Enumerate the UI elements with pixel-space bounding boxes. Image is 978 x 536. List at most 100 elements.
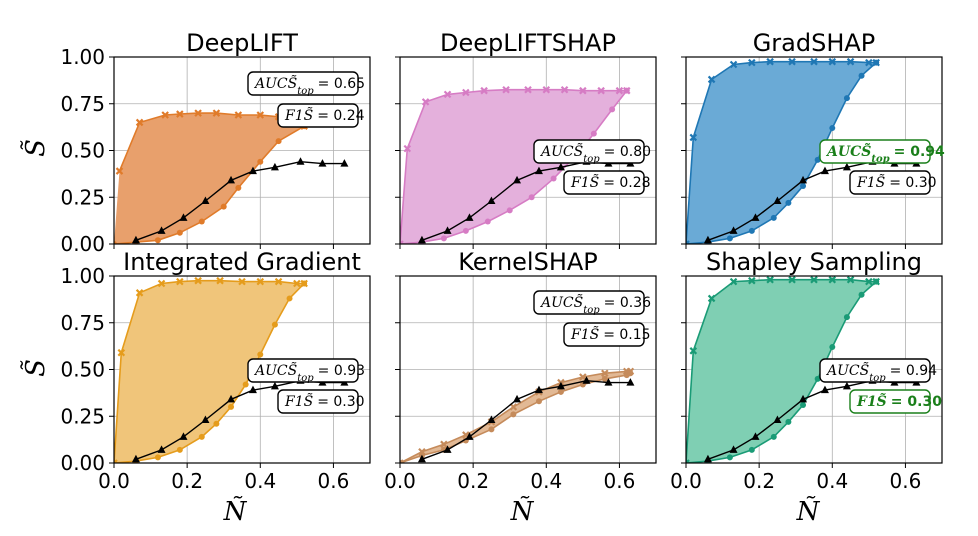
reference-point — [799, 175, 808, 184]
x-axis-label-col3: Ñ — [796, 495, 821, 527]
auc-metric-value: = 0.80 — [604, 144, 651, 160]
auc-metric-value: = 0.36 — [604, 295, 651, 311]
series-line-upper — [114, 279, 305, 463]
auc-metric-label: AUCS̃ — [539, 142, 583, 160]
f1-metric-value: = 0.24 — [317, 108, 364, 124]
reference-point — [465, 213, 474, 221]
auc-annotation-frame — [247, 358, 359, 383]
reference-point — [773, 196, 782, 204]
point-upper — [748, 58, 756, 67]
point-upper — [865, 58, 873, 67]
point-upper — [480, 86, 488, 95]
auc-metric-subscript: top — [871, 154, 889, 165]
point-upper — [502, 85, 510, 94]
point-upper — [293, 279, 301, 288]
point-lower — [242, 381, 249, 388]
point-upper — [509, 403, 518, 411]
series-line-upper — [686, 60, 877, 244]
point-upper — [846, 57, 855, 66]
point-lower — [873, 59, 880, 66]
panel-title: GradSHAP — [753, 29, 876, 57]
plot-body — [686, 276, 921, 463]
reference-point — [556, 381, 565, 390]
point-lower — [843, 95, 850, 102]
point-upper — [256, 111, 265, 119]
f1-metric-value: = 0.30 — [317, 394, 364, 410]
point-lower — [800, 402, 807, 409]
f1-annotation-frame — [849, 170, 931, 195]
reference-point — [534, 166, 543, 175]
point-lower — [154, 454, 161, 461]
y-tick-label: 0.50 — [60, 139, 105, 163]
reference-point — [179, 213, 188, 221]
reference-point — [157, 226, 166, 234]
point-lower — [623, 87, 630, 94]
point-lower — [176, 229, 183, 236]
panel-2: DeepLIFTSHAP AUCS̃top = 0.80 F1S̃ = 0.28 — [395, 29, 657, 249]
panel-4: 0.00 0.25 0.50 0.75 1.00 0.0 0.2 0.4 0.6 Integrat… — [60, 248, 371, 493]
point-lower — [114, 460, 117, 463]
point-upper — [828, 276, 837, 284]
panel-title: Integrated Gradient — [123, 248, 361, 276]
point-upper — [615, 86, 624, 95]
point-lower — [873, 278, 880, 285]
auc-annotation-frame — [247, 71, 359, 96]
y-tick-label: 0.25 — [60, 185, 105, 209]
f1-metric-label: F1S̃ — [856, 392, 887, 410]
point-upper — [462, 88, 470, 97]
series-line-upper — [400, 88, 627, 244]
point-lower — [726, 454, 733, 461]
auc-annotation-text: AUCS̃top = 0.94 — [825, 142, 945, 164]
f1-annotation-text: F1S̃ = 0.28 — [570, 173, 651, 191]
f1-metric-label: F1S̃ — [284, 392, 313, 410]
panel-title: DeepLIFTSHAP — [440, 29, 616, 57]
auc-annotation: AUCS̃top = 0.93 — [247, 358, 365, 384]
point-upper — [443, 90, 452, 99]
reference-point — [820, 166, 829, 175]
y-axis-label-bottom: S̃ — [20, 359, 51, 377]
panel-3: GradSHAP AUCS̃top = 0.94 F1S̃ = 0.30 — [681, 29, 945, 249]
auc-annotation-text: AUCS̃top = 0.65 — [253, 74, 365, 96]
point-lower — [176, 446, 183, 453]
f1-annotation: F1S̃ = 0.15 — [563, 322, 651, 347]
point-lower — [590, 130, 597, 137]
y-tick-label: 1.00 — [60, 45, 105, 69]
auc-annotation-frame — [819, 358, 931, 383]
point-upper — [689, 133, 698, 142]
point-upper — [707, 75, 716, 84]
point-lower — [400, 460, 403, 463]
x-axis-label-col1: Ñ — [223, 495, 248, 527]
reference-point — [799, 394, 808, 403]
point-lower — [843, 314, 850, 321]
point-lower — [609, 106, 616, 113]
area-band — [114, 113, 305, 244]
f1-metric-label: F1S̃ — [856, 173, 885, 191]
series-line-lower — [400, 90, 628, 244]
auc-metric-label: AUCS̃ — [253, 361, 297, 379]
point-upper — [865, 277, 873, 286]
area-band — [400, 371, 631, 463]
y-tick-label: 1.00 — [60, 264, 105, 288]
f1-annotation: F1S̃ = 0.30 — [849, 389, 942, 414]
x-tick-label: 0.0 — [670, 469, 702, 493]
area-band — [114, 280, 305, 463]
auc-metric-label: AUCS̃ — [539, 293, 583, 311]
point-lower — [858, 291, 865, 298]
reference-point — [443, 445, 452, 453]
f1-annotation-frame — [563, 322, 645, 347]
reference-point — [248, 385, 257, 394]
point-lower — [601, 375, 608, 382]
reference-point — [201, 415, 210, 423]
f1-annotation: F1S̃ = 0.24 — [277, 103, 365, 128]
point-lower — [686, 460, 689, 463]
reference-point — [513, 175, 522, 184]
reference-point — [513, 394, 522, 403]
point-lower — [271, 321, 278, 328]
f1-annotation-text: F1S̃ = 0.30 — [856, 392, 942, 410]
f1-metric-label: F1S̃ — [570, 325, 599, 343]
point-lower — [235, 184, 242, 191]
point-lower — [114, 241, 117, 244]
point-upper — [194, 276, 202, 285]
